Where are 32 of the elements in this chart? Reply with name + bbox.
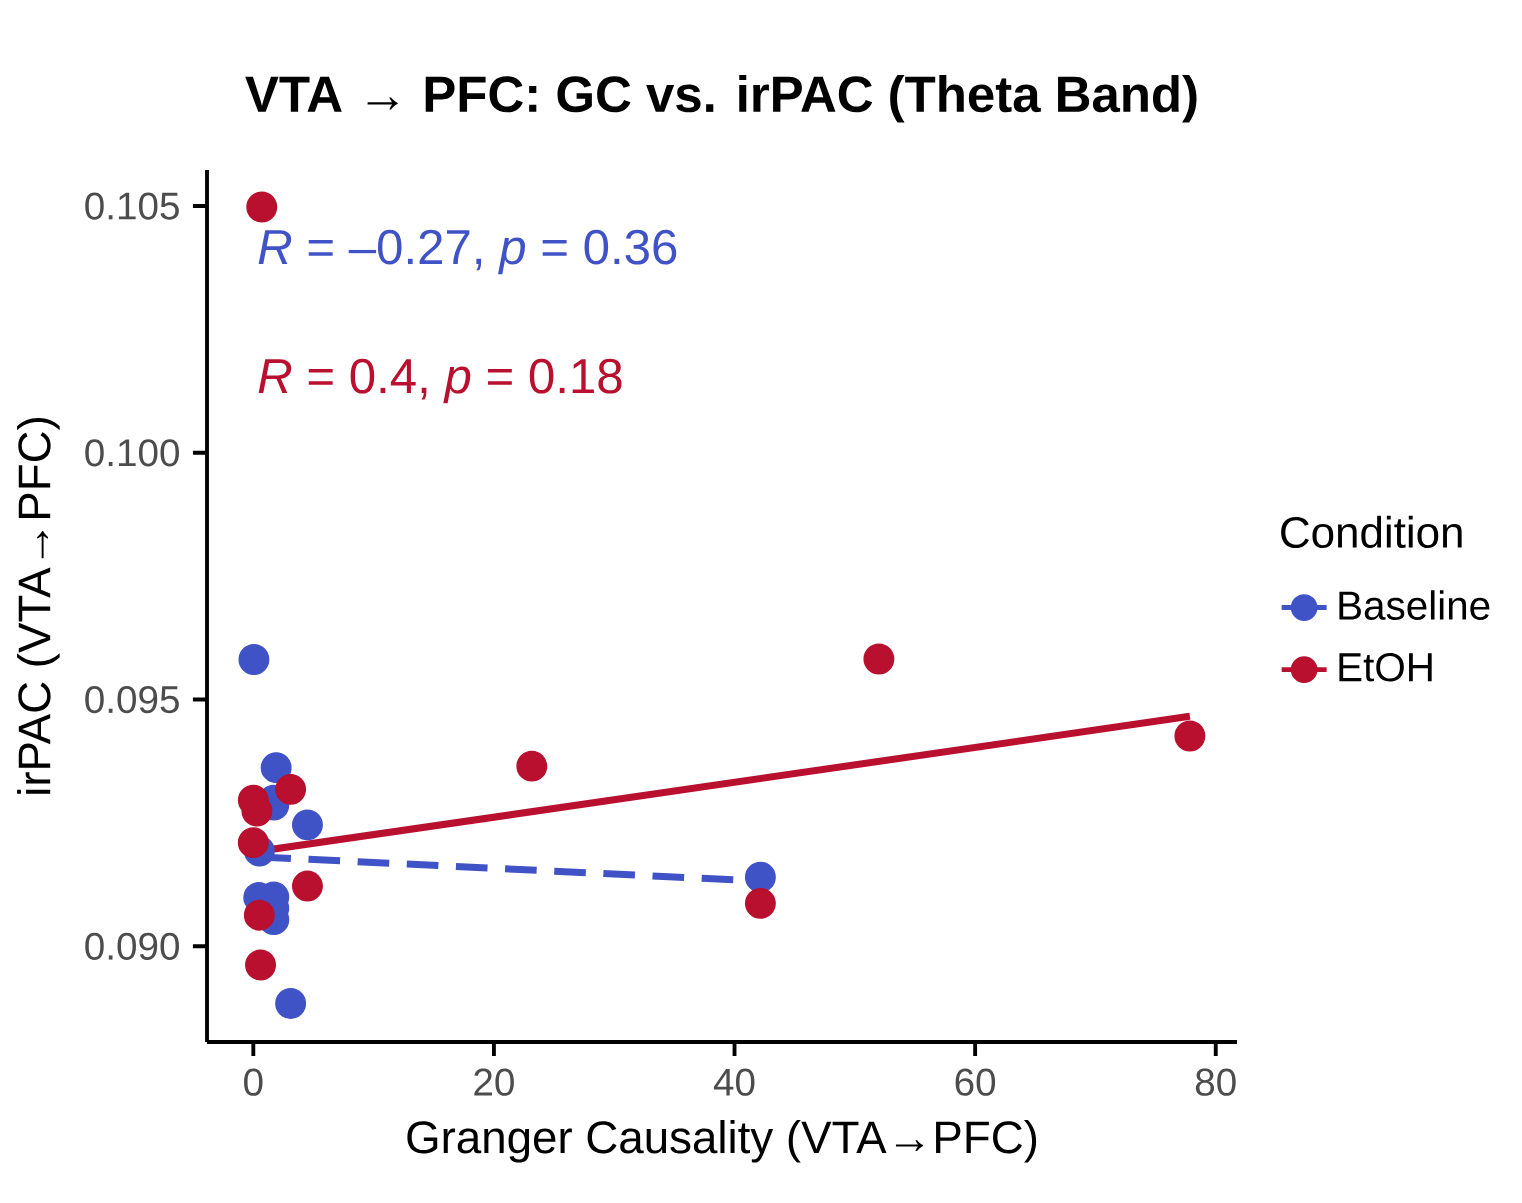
point xyxy=(744,861,776,893)
point xyxy=(1174,720,1206,752)
point xyxy=(291,809,323,841)
point xyxy=(744,887,776,919)
annotation: R = –0.27, p = 0.36 xyxy=(258,229,677,275)
point xyxy=(246,191,278,223)
legend-title: Condition xyxy=(1281,515,1462,549)
annotation: R = 0.4, p = 0.18 xyxy=(258,358,622,404)
x-tick-label: 0 xyxy=(244,1068,263,1096)
point xyxy=(275,988,307,1019)
point xyxy=(260,752,292,784)
x-axis-title: Granger Causality (VTA→PFC) xyxy=(407,1119,1037,1163)
y-tick-label: 0.095 xyxy=(85,685,179,714)
point xyxy=(275,773,307,805)
point xyxy=(243,899,275,931)
y-tick-label: 0.105 xyxy=(85,192,179,220)
y-tick-label: 0.100 xyxy=(85,439,179,467)
y-tick-label: 0.090 xyxy=(85,932,179,960)
legend-label: Baseline xyxy=(1339,590,1490,620)
y-axis-title: irPAC (VTA→PFC) xyxy=(17,418,60,794)
point xyxy=(291,870,323,902)
x-tick-label: 60 xyxy=(955,1068,996,1096)
x-tick-label: 40 xyxy=(713,1068,755,1096)
point xyxy=(516,750,548,782)
point xyxy=(237,827,269,859)
x-tick-label: 20 xyxy=(474,1068,514,1096)
chart-title: VTA → PFC: GC vs. irPAC (Theta Band) xyxy=(245,74,1197,123)
point xyxy=(245,949,277,981)
legend-label: EtOH xyxy=(1339,652,1432,682)
point xyxy=(238,644,270,676)
point xyxy=(863,643,895,675)
x-tick-label: 80 xyxy=(1195,1068,1236,1096)
